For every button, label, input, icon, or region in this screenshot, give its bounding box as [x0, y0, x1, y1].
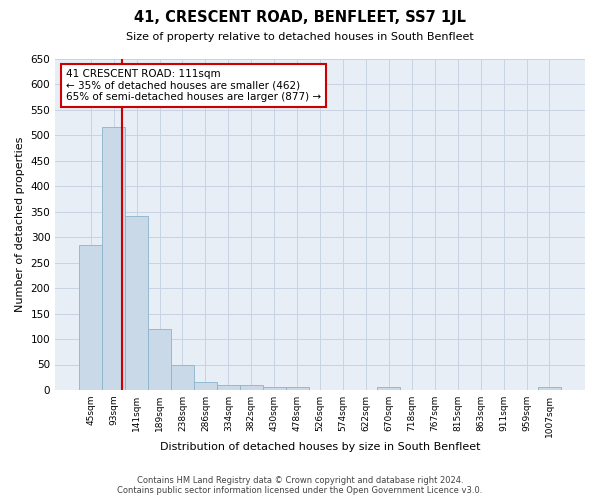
Bar — [79, 246, 102, 390]
Bar — [286, 388, 308, 390]
Y-axis label: Number of detached properties: Number of detached properties — [15, 137, 25, 312]
Bar — [240, 385, 263, 390]
Text: 41, CRESCENT ROAD, BENFLEET, SS7 1JL: 41, CRESCENT ROAD, BENFLEET, SS7 1JL — [134, 10, 466, 25]
Bar — [171, 365, 194, 390]
Text: Size of property relative to detached houses in South Benfleet: Size of property relative to detached ho… — [126, 32, 474, 42]
Bar — [102, 126, 125, 390]
X-axis label: Distribution of detached houses by size in South Benfleet: Distribution of detached houses by size … — [160, 442, 481, 452]
Bar — [148, 329, 171, 390]
Bar — [538, 388, 561, 390]
Text: Contains HM Land Registry data © Crown copyright and database right 2024.
Contai: Contains HM Land Registry data © Crown c… — [118, 476, 482, 495]
Bar — [125, 216, 148, 390]
Bar — [194, 382, 217, 390]
Bar — [377, 388, 400, 390]
Text: 41 CRESCENT ROAD: 111sqm
← 35% of detached houses are smaller (462)
65% of semi-: 41 CRESCENT ROAD: 111sqm ← 35% of detach… — [66, 69, 321, 102]
Bar — [217, 385, 240, 390]
Bar — [263, 387, 286, 390]
